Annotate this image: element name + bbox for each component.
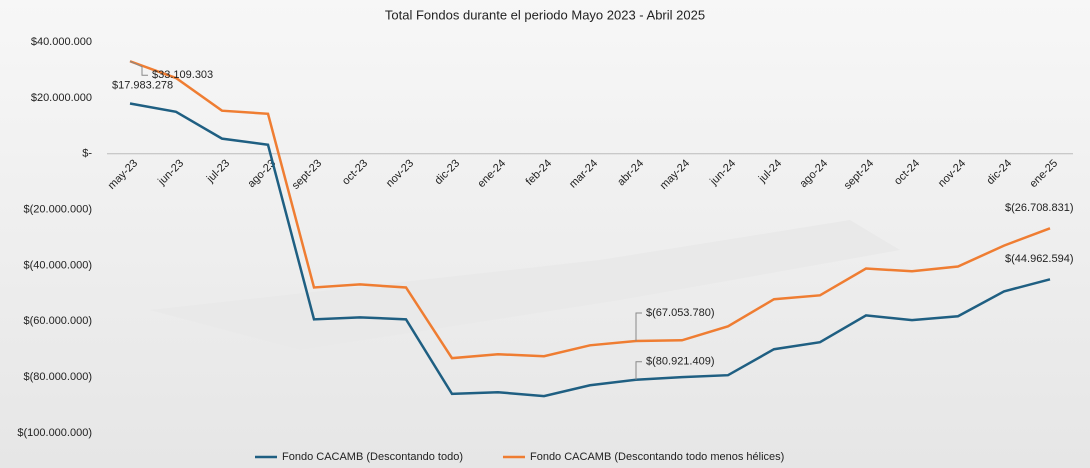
legend-label: Fondo CACAMB (Descontando todo) bbox=[282, 451, 463, 463]
series-line bbox=[129, 60, 1051, 360]
y-tick-label: $(40.000.000) bbox=[24, 259, 93, 271]
chart-title: Total Fondos durante el periodo Mayo 202… bbox=[385, 7, 705, 22]
data-label: $(44.962.594) bbox=[1005, 253, 1074, 265]
label-leader bbox=[635, 312, 642, 341]
data-label: $(26.708.831) bbox=[1005, 202, 1074, 214]
series-line bbox=[129, 102, 1051, 398]
legend-label: Fondo CACAMB (Descontando todo menos hél… bbox=[530, 451, 784, 463]
y-tick-label: $(80.000.000) bbox=[24, 371, 93, 383]
data-label: $(67.053.780) bbox=[646, 307, 715, 319]
data-label: $(80.921.409) bbox=[646, 356, 715, 368]
label-leader bbox=[129, 60, 148, 76]
data-label: $33.109.303 bbox=[152, 69, 213, 81]
y-tick-label: $- bbox=[82, 148, 92, 160]
y-tick-label: $20.000.000 bbox=[31, 92, 92, 104]
y-tick-label: $40.000.000 bbox=[31, 36, 92, 48]
y-tick-label: $(100.000.000) bbox=[17, 427, 92, 439]
y-tick-label: $(60.000.000) bbox=[24, 315, 93, 327]
data-label: $17.983.278 bbox=[112, 79, 173, 91]
label-leader bbox=[635, 361, 642, 380]
y-tick-label: $(20.000.000) bbox=[24, 203, 93, 215]
